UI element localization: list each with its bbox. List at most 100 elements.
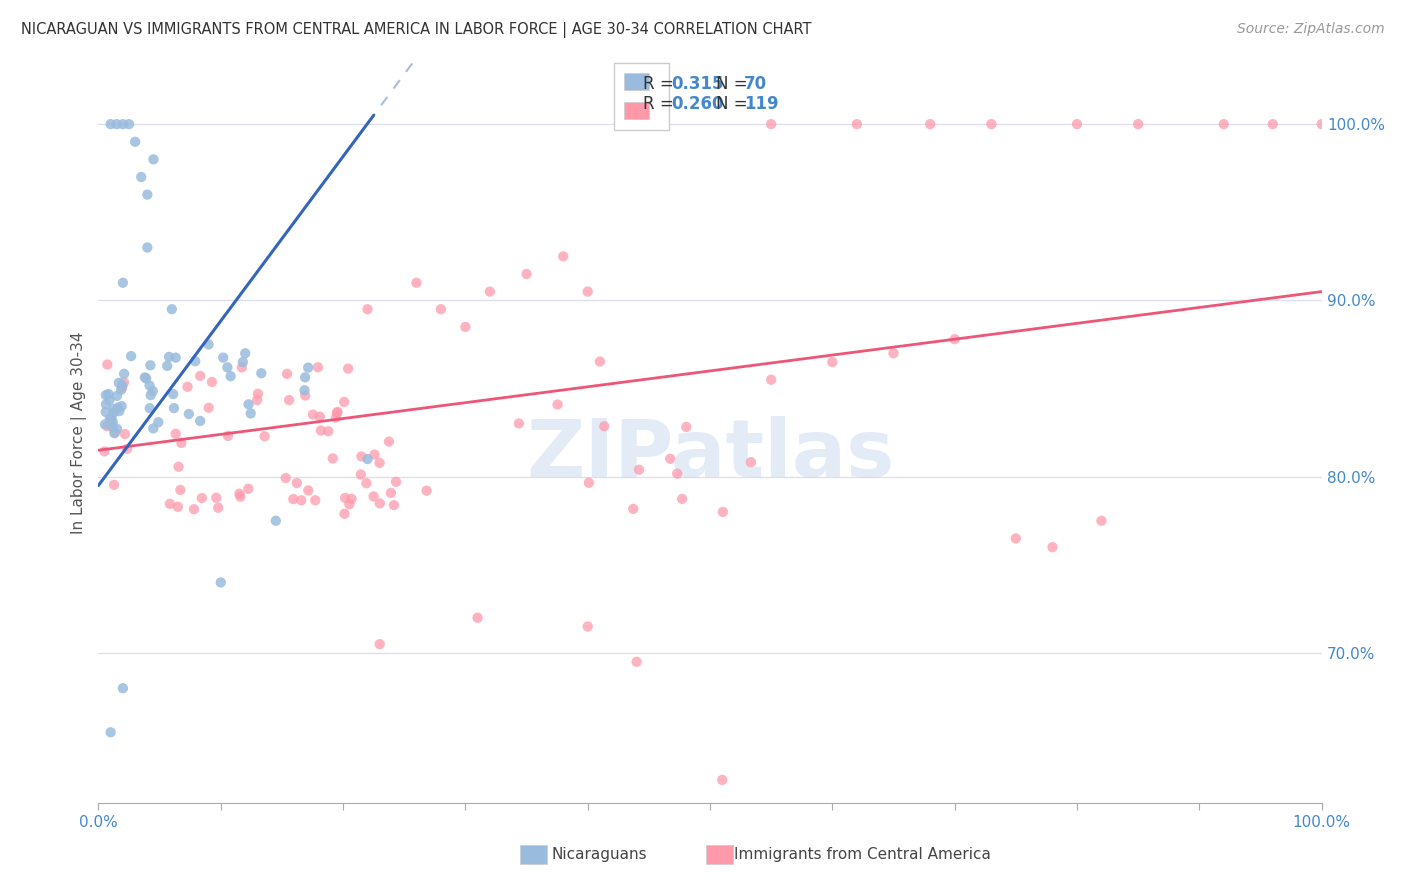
Point	[326, 405, 349, 419]
Point	[283, 492, 305, 507]
Point	[100, 117, 122, 131]
Point	[553, 249, 575, 263]
Point	[675, 420, 697, 434]
Point	[576, 285, 599, 299]
Point	[278, 393, 301, 408]
Point	[350, 467, 373, 482]
Point	[1212, 117, 1234, 131]
Point	[307, 360, 329, 375]
Point	[350, 450, 373, 464]
Point	[111, 681, 134, 696]
Point	[165, 426, 187, 441]
Point	[110, 383, 132, 397]
Point	[515, 267, 537, 281]
Point	[111, 378, 134, 392]
Point	[118, 117, 141, 131]
Text: N =: N =	[716, 75, 754, 93]
Point	[378, 434, 401, 449]
Point	[711, 772, 734, 787]
Point	[201, 375, 224, 389]
Point	[593, 419, 616, 434]
Point	[1042, 540, 1064, 554]
Point	[105, 389, 128, 403]
Point	[217, 360, 239, 375]
Point	[363, 448, 385, 462]
Point	[821, 355, 844, 369]
Point	[115, 442, 138, 456]
Point	[94, 417, 117, 432]
Point	[385, 475, 408, 489]
Point	[290, 493, 312, 508]
Point	[134, 370, 156, 384]
Point	[136, 240, 159, 254]
Point	[103, 402, 125, 417]
Y-axis label: In Labor Force | Age 30-34: In Labor Force | Age 30-34	[72, 331, 87, 534]
Point	[96, 358, 118, 372]
Point	[920, 117, 942, 131]
Point	[94, 405, 117, 419]
Point	[233, 346, 256, 360]
Text: 119: 119	[744, 95, 779, 113]
Point	[253, 429, 276, 443]
Point	[98, 393, 121, 408]
Point	[294, 384, 316, 398]
Point	[274, 471, 297, 485]
Text: R =: R =	[643, 95, 679, 113]
Point	[120, 349, 142, 363]
Point	[294, 370, 316, 384]
Point	[96, 419, 118, 434]
Point	[139, 401, 162, 416]
Text: 0.315: 0.315	[671, 75, 723, 93]
Point	[207, 500, 229, 515]
Point	[325, 410, 347, 425]
Point	[1261, 117, 1284, 131]
Point	[294, 388, 316, 402]
Text: Source: ZipAtlas.com: Source: ZipAtlas.com	[1237, 22, 1385, 37]
Text: Nicaraguans: Nicaraguans	[551, 847, 647, 863]
Point	[112, 367, 135, 381]
Text: 0.260: 0.260	[671, 95, 723, 113]
Point	[276, 367, 298, 381]
Point	[405, 276, 427, 290]
Point	[111, 380, 134, 394]
Point	[1128, 117, 1150, 131]
Point	[238, 482, 260, 496]
Point	[205, 491, 228, 505]
Point	[188, 368, 211, 383]
Point	[138, 378, 160, 392]
Point	[148, 415, 170, 429]
Point	[621, 501, 644, 516]
Point	[239, 406, 262, 420]
Point	[104, 425, 127, 440]
Point	[103, 406, 125, 420]
Point	[103, 426, 125, 441]
Point	[105, 117, 128, 131]
Point	[382, 498, 405, 512]
Point	[297, 360, 319, 375]
Point	[845, 117, 868, 131]
Point	[250, 366, 273, 380]
Point	[142, 153, 165, 167]
Point	[740, 455, 762, 469]
Point	[883, 346, 905, 360]
Point	[111, 117, 134, 131]
Point	[322, 451, 344, 466]
Point	[232, 355, 254, 369]
Point	[197, 337, 219, 351]
Point	[111, 276, 134, 290]
Point	[183, 502, 205, 516]
Point	[363, 490, 385, 504]
Point	[659, 451, 682, 466]
Point	[167, 459, 190, 474]
Point	[111, 399, 134, 413]
Point	[380, 486, 402, 500]
Point	[209, 575, 232, 590]
Point	[340, 491, 363, 506]
Point	[142, 421, 165, 435]
Point	[212, 351, 235, 365]
Point	[943, 332, 966, 346]
Point	[326, 406, 349, 420]
Point	[576, 619, 599, 633]
Point	[228, 487, 250, 501]
Point	[478, 285, 501, 299]
